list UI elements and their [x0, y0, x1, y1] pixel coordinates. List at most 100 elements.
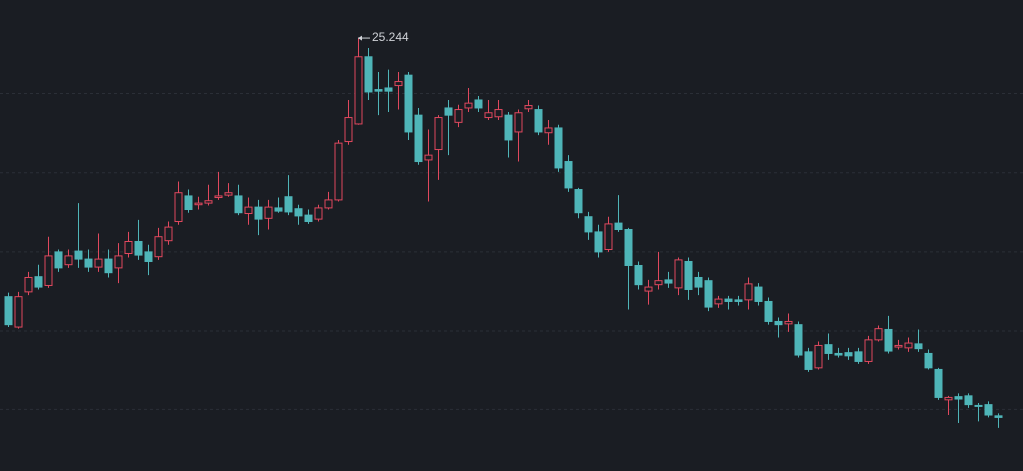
candle-body [34, 276, 43, 288]
candle-body [224, 192, 233, 196]
candle-body [944, 396, 953, 401]
candle-body [504, 114, 513, 141]
candle-body [294, 208, 303, 217]
candle-body [404, 74, 413, 133]
candle-body [764, 300, 773, 322]
candle-body [814, 344, 823, 369]
candle-body [884, 328, 893, 352]
candle-body [574, 189, 583, 214]
candle-body [634, 264, 643, 286]
candle-body [454, 109, 463, 123]
candle-body [274, 207, 283, 212]
candle-body [874, 328, 883, 341]
candle-body [614, 222, 623, 231]
candle-body [854, 351, 863, 362]
candle-body [234, 195, 243, 214]
candle-body [394, 81, 403, 87]
candle-body [594, 231, 603, 253]
candle-body [204, 200, 213, 204]
candle-body [424, 154, 433, 161]
candle-body [254, 206, 263, 220]
candle-body [894, 344, 903, 348]
candle-body [684, 260, 693, 290]
candle-body [4, 296, 13, 326]
candle-body [584, 216, 593, 233]
candle-body [864, 339, 873, 362]
candle-body [304, 214, 313, 223]
candle-body [214, 195, 223, 199]
candle-body [664, 279, 673, 284]
candle-body [914, 343, 923, 350]
candle-body [784, 320, 793, 325]
candle-body [44, 255, 53, 286]
candle-body [344, 117, 353, 143]
candle-body [324, 199, 333, 209]
annotation-arrowhead [358, 35, 362, 41]
candle-body [604, 223, 613, 250]
candle-body [284, 196, 293, 213]
candle-body [734, 299, 743, 302]
candle-body [524, 105, 533, 110]
candle-body [954, 396, 963, 400]
candle-body [654, 280, 663, 286]
candle-body [474, 99, 483, 109]
candle-body [414, 114, 423, 163]
candle-body [974, 404, 983, 407]
candle-body [314, 207, 323, 220]
candle-body [244, 206, 253, 215]
candle-body [714, 298, 723, 305]
candle-body [484, 112, 493, 119]
candle-body [514, 112, 523, 133]
candle-body [774, 320, 783, 326]
candle-body [544, 127, 553, 134]
candle-body [464, 102, 473, 109]
candle-body [174, 192, 183, 223]
candle-body [14, 296, 23, 328]
candle-body [384, 87, 393, 92]
candle-body [74, 250, 83, 260]
candle-body [694, 276, 703, 288]
candle-body [674, 259, 683, 289]
candle-body [794, 324, 803, 356]
candle-body [834, 352, 843, 356]
candle-body [54, 251, 63, 269]
candle-body [364, 56, 373, 93]
candle-body [194, 202, 203, 206]
candle-body [444, 107, 453, 116]
candle-body [94, 258, 103, 268]
candle-body [354, 56, 363, 125]
candle-body [134, 240, 143, 256]
candle-body [154, 236, 163, 258]
candle-body [164, 226, 173, 242]
candle-body [724, 298, 733, 302]
candle-body [844, 352, 853, 357]
candle-body [374, 89, 383, 92]
candle-body [554, 127, 563, 169]
candle-body [994, 415, 1003, 418]
candle-body [934, 368, 943, 398]
candle-body [264, 206, 273, 219]
candle-body [534, 109, 543, 133]
candle-body [184, 195, 193, 211]
candle-body [434, 117, 443, 151]
candle-body [964, 395, 973, 406]
candle-body [704, 280, 713, 308]
candle-body [104, 258, 113, 274]
max-annotation: 25.244 [372, 30, 409, 44]
candle-body [24, 276, 33, 293]
candle-body [904, 342, 913, 349]
candle-body [984, 404, 993, 416]
candle-body [824, 344, 833, 354]
candle-body [334, 142, 343, 201]
candle-body [644, 286, 653, 292]
candle-body [624, 229, 633, 266]
candle-body [564, 161, 573, 189]
candle-body [84, 258, 93, 268]
candle-body [924, 352, 933, 369]
candle-body [494, 109, 503, 118]
candle-body [114, 255, 123, 269]
candle-body [64, 255, 73, 266]
candle-body [754, 286, 763, 302]
